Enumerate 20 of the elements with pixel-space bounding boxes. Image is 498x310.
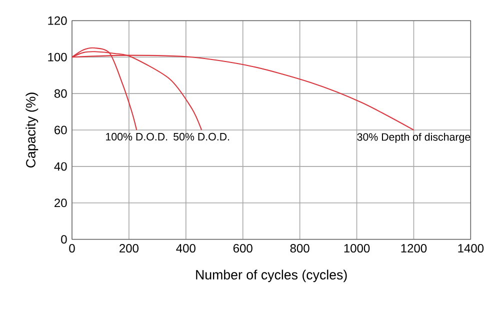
x-tick-label: 600 bbox=[233, 244, 252, 253]
x-tick-label: 1200 bbox=[401, 244, 427, 253]
x-tick-label: 1000 bbox=[344, 244, 370, 253]
x-axis-title: Number of cycles (cycles) bbox=[196, 270, 347, 282]
annotation: 50% D.O.D. bbox=[174, 132, 230, 140]
y-axis-title: Capacity (%) bbox=[26, 92, 38, 168]
y-tick-label: 80 bbox=[54, 89, 67, 98]
x-tick-label: 200 bbox=[120, 244, 138, 253]
x-tick-label: 400 bbox=[176, 244, 196, 253]
y-tick-label: 40 bbox=[54, 162, 67, 171]
y-tick-label: 20 bbox=[54, 198, 67, 208]
annotation: 30% Depth of discharge bbox=[357, 132, 470, 143]
y-tick-label: 60 bbox=[54, 126, 67, 134]
y-tick-label: 100 bbox=[48, 52, 67, 62]
y-tick-label: 120 bbox=[48, 16, 67, 25]
annotation: 100% D.O.D. bbox=[106, 132, 168, 140]
y-tick-label: 0 bbox=[61, 235, 67, 244]
x-tick-label: 1400 bbox=[458, 244, 484, 253]
x-tick-label: 800 bbox=[290, 244, 310, 253]
x-tick-label: 0 bbox=[69, 244, 75, 253]
